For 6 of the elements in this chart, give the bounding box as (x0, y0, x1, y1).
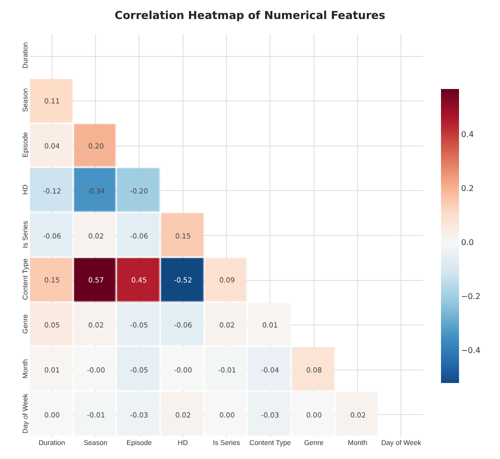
color-bar-label: 0.2 (461, 184, 474, 194)
color-bar-label: 0.0 (461, 238, 474, 248)
color-bar-label: −0.2 (461, 292, 481, 301)
chart-title: Correlation Heatmap of Numerical Features (114, 9, 386, 22)
color-bar-label: −0.4 (461, 346, 481, 355)
color-bar-label: 0.4 (461, 130, 474, 140)
